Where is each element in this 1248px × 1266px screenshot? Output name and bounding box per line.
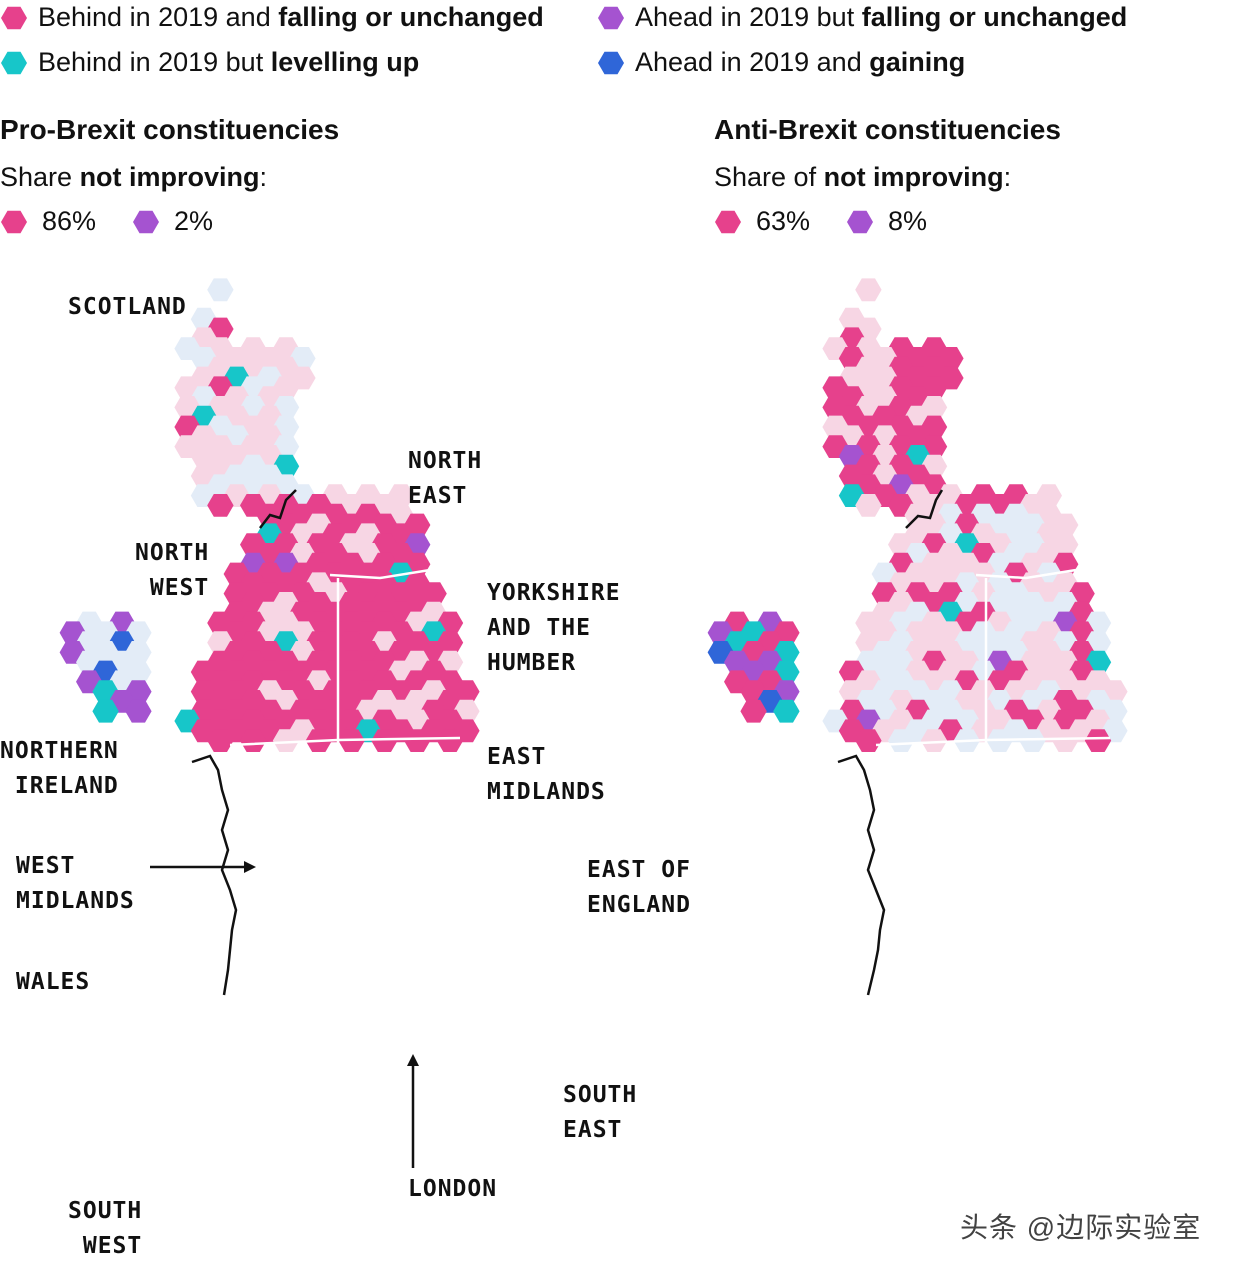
share-label-text: Share of xyxy=(714,162,824,192)
pro-brexit-stat-ahead: 2% xyxy=(132,206,213,237)
constituency-hex xyxy=(272,729,300,752)
stat-value: 63% xyxy=(756,206,811,236)
label-west-midlands: WEST MIDLANDS xyxy=(16,853,135,914)
pink-hexagon-icon xyxy=(1,6,27,29)
legend-bold-text: gaining xyxy=(869,47,966,77)
region-border-line xyxy=(875,736,1111,747)
blue-hexagon-icon xyxy=(598,51,624,74)
share-label-bold: not improving xyxy=(823,162,1004,192)
constituency-hex xyxy=(773,699,800,723)
constituency-hex xyxy=(855,729,882,752)
constituency-hex xyxy=(240,729,267,752)
constituency-hex xyxy=(888,729,915,752)
label-yorkshire: YORKSHIRE AND THE HUMBER xyxy=(487,580,621,676)
constituency-hex xyxy=(855,278,882,302)
legend-item-ahead-falling: Ahead in 2019 but falling or unchanged xyxy=(597,2,1127,33)
share-label-colon: : xyxy=(259,162,268,192)
wales-border-line xyxy=(191,754,238,996)
share-label-colon: : xyxy=(1003,162,1012,192)
arrow-head-icon xyxy=(244,861,256,873)
teal-hexagon-icon xyxy=(1,51,27,74)
label-east-midlands: EAST MIDLANDS xyxy=(487,744,606,805)
wales-border-line xyxy=(837,754,886,996)
purple-hexagon-icon xyxy=(847,210,873,233)
label-east-of-england: EAST OF ENGLAND xyxy=(587,857,691,918)
legend-item-ahead-gaining: Ahead in 2019 and gaining xyxy=(597,47,965,78)
label-northern-ireland: NORTHERN IRELAND xyxy=(0,738,119,799)
purple-hexagon-icon xyxy=(598,6,624,29)
share-label-bold: not improving xyxy=(79,162,260,192)
region-border-line xyxy=(229,736,461,747)
anti-brexit-hex-map xyxy=(707,278,1128,752)
constituency-hex xyxy=(125,699,152,723)
legend-item-behind-levelling: Behind in 2019 but levelling up xyxy=(0,47,419,78)
anti-brexit-share-label: Share of not improving: xyxy=(714,162,1011,193)
label-north-east: NORTH EAST xyxy=(408,448,483,509)
constituency-hex xyxy=(404,729,431,752)
constituency-hex xyxy=(920,729,948,752)
stat-value: 8% xyxy=(888,206,928,236)
label-north-west: NORTH WEST xyxy=(135,540,210,601)
watermark-text: 头条 @边际实验室 xyxy=(960,1212,1202,1243)
constituency-hex xyxy=(436,729,464,752)
pro-brexit-stat-behind: 86% xyxy=(0,206,96,237)
pro-brexit-hex-map xyxy=(59,278,480,752)
map-overlay xyxy=(150,489,1111,1168)
share-label-text: Share xyxy=(0,162,80,192)
arrow-head-icon xyxy=(407,1054,419,1066)
constituency-hex xyxy=(855,494,882,517)
constituency-hex xyxy=(1052,729,1079,752)
constituency-hex xyxy=(740,699,767,723)
legend-bold-text: falling or unchanged xyxy=(278,2,544,32)
scotland-border-line xyxy=(905,489,944,529)
constituency-hex xyxy=(207,278,234,302)
pro-brexit-title: Pro-Brexit constituencies xyxy=(0,114,340,145)
region-border-line xyxy=(329,568,431,580)
constituency-hex xyxy=(207,729,234,752)
constituency-hex xyxy=(1019,729,1046,752)
purple-hexagon-icon xyxy=(133,210,159,233)
label-london: LONDON xyxy=(408,1176,498,1202)
stat-value: 2% xyxy=(174,206,214,236)
constituency-hex xyxy=(92,699,119,723)
scotland-border-line xyxy=(259,489,297,529)
legend-bold-text: falling or unchanged xyxy=(861,2,1128,32)
legend-text: Behind in 2019 and xyxy=(38,2,279,32)
label-south-east: SOUTH EAST xyxy=(563,1082,638,1143)
anti-brexit-stat-behind: 63% xyxy=(714,206,810,237)
constituency-hex xyxy=(371,729,398,752)
pink-hexagon-icon xyxy=(1,210,27,233)
legend-text: Behind in 2019 but xyxy=(38,47,271,77)
label-scotland: SCOTLAND xyxy=(68,294,187,320)
anti-brexit-stat-ahead: 8% xyxy=(846,206,927,237)
legend-text: Ahead in 2019 and xyxy=(635,47,870,77)
anti-brexit-title: Anti-Brexit constituencies xyxy=(714,114,1061,145)
region-border-line xyxy=(975,568,1077,580)
pink-hexagon-icon xyxy=(715,210,741,233)
legend-item-behind-falling: Behind in 2019 and falling or unchanged xyxy=(0,2,544,33)
pro-brexit-share-label: Share not improving: xyxy=(0,162,267,193)
constituency-hex xyxy=(1084,729,1112,752)
label-south-west: SOUTH WEST xyxy=(68,1198,143,1259)
legend-bold-text: levelling up xyxy=(270,47,420,77)
stat-value: 86% xyxy=(42,206,97,236)
constituency-hex xyxy=(207,494,234,517)
label-wales: WALES xyxy=(16,969,91,995)
legend-text: Ahead in 2019 but xyxy=(635,2,862,32)
region-border-line xyxy=(261,1043,440,1062)
